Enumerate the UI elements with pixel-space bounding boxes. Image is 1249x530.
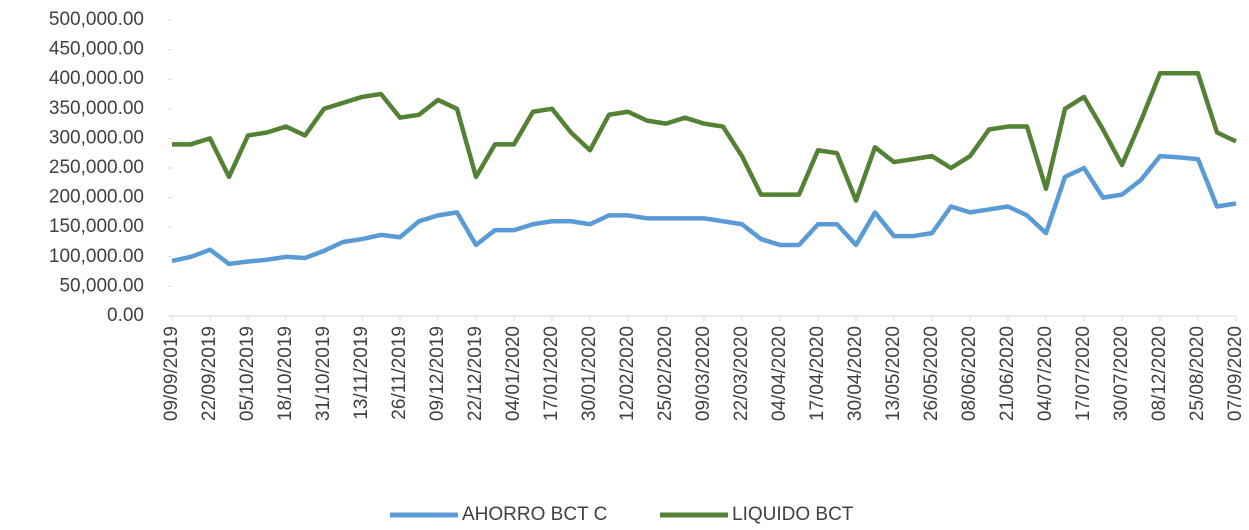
x-tick-label: 09/12/2019: [427, 326, 448, 421]
x-tick-label: 08/12/2020: [1149, 326, 1170, 421]
x-tick-label: 13/11/2019: [351, 326, 372, 420]
x-tick-label: 17/01/2020: [541, 326, 562, 421]
x-tick-label: 08/06/2020: [959, 326, 980, 421]
x-tick-label: 22/03/2020: [731, 326, 752, 421]
y-tick-label: 450,000.00: [49, 39, 144, 60]
y-tick-label: 500,000.00: [49, 9, 144, 30]
line-series: [171, 153, 1237, 267]
x-tick-label: 04/04/2020: [769, 326, 790, 421]
x-tick-label: 17/07/2020: [1073, 326, 1094, 421]
x-tick-label: 30/01/2020: [579, 326, 600, 421]
x-tick-label: 13/05/2020: [883, 326, 904, 421]
y-tick-label: 250,000.00: [49, 157, 144, 178]
y-tick-label: 150,000.00: [49, 216, 144, 237]
x-tick-label: 04/07/2020: [1035, 326, 1056, 421]
x-tick-label: 12/02/2020: [617, 326, 638, 421]
y-tick-label: 50,000.00: [59, 275, 144, 296]
x-tick-label: 25/02/2020: [655, 326, 676, 421]
x-tick-label: 05/10/2019: [237, 326, 258, 421]
legend-label: AHORRO BCT C: [462, 504, 607, 525]
x-tick-label: 04/01/2020: [503, 326, 524, 421]
y-tick-label: 350,000.00: [49, 98, 144, 119]
x-tick-label: 07/09/2020: [1225, 326, 1246, 421]
x-tick-label: 26/05/2020: [921, 326, 942, 421]
x-tick-label: 25/08/2020: [1187, 326, 1208, 421]
x-tick-label: 09/03/2020: [693, 326, 714, 421]
x-tick-label: 18/10/2019: [275, 326, 296, 421]
x-tick-label: 22/09/2019: [199, 326, 220, 421]
y-tick-label: 100,000.00: [49, 246, 144, 267]
x-tick-label: 26/11/2019: [389, 326, 410, 420]
y-tick-label: 300,000.00: [49, 127, 144, 148]
y-tick-label: 200,000.00: [49, 187, 144, 208]
line-series: [172, 71, 1237, 203]
x-tick-label: 17/04/2020: [807, 326, 828, 421]
x-tick-label: 30/07/2020: [1111, 326, 1132, 421]
x-tick-label: 09/09/2019: [161, 326, 182, 421]
y-tick-label: 400,000.00: [49, 68, 144, 89]
legend-label: LIQUIDO BCT: [732, 504, 854, 525]
x-tick-label: 31/10/2019: [313, 326, 334, 421]
x-tick-label: 30/04/2020: [845, 326, 866, 421]
y-tick-label: 0.00: [107, 305, 144, 326]
x-tick-label: 21/06/2020: [997, 326, 1018, 421]
x-tick-label: 22/12/2019: [465, 326, 486, 421]
